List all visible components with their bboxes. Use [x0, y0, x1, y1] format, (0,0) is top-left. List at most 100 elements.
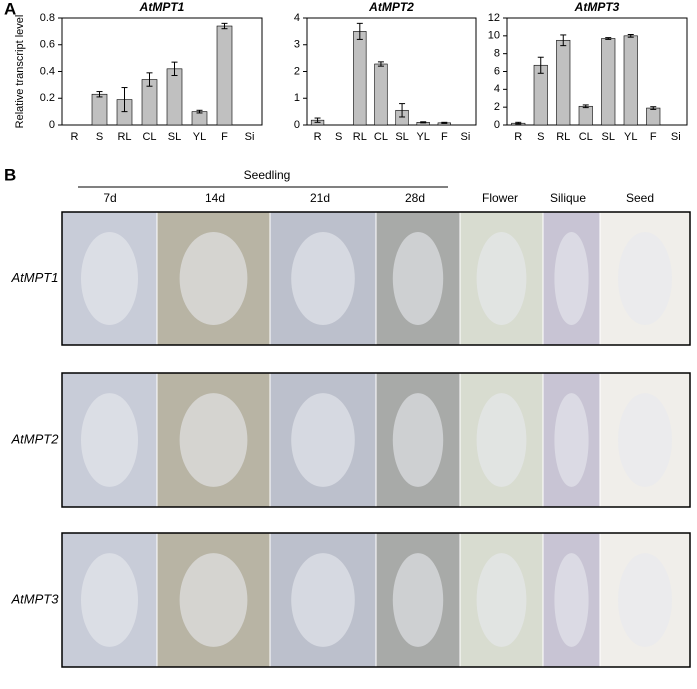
column-label: Silique: [550, 191, 586, 205]
y-tick-label: 0.8: [40, 12, 55, 24]
specimen: [179, 231, 248, 326]
x-tick-label: SL: [395, 131, 408, 143]
column-label: 14d: [205, 191, 225, 205]
x-tick-label: CL: [579, 131, 593, 143]
error-bar: [121, 87, 128, 113]
specimen: [618, 231, 672, 326]
error-bar: [420, 121, 427, 124]
photo-frame: [61, 532, 691, 668]
y-tick-label: 2: [294, 65, 300, 77]
bar: [601, 38, 616, 126]
y-tick-label: 0.6: [40, 39, 55, 51]
x-tick-label: R: [314, 131, 322, 143]
chart-title: AtMPT3: [574, 0, 620, 14]
x-tick-label: R: [71, 131, 79, 143]
panel-label: B: [4, 165, 16, 184]
specimen: [554, 231, 589, 326]
error-bar: [356, 22, 363, 40]
y-tick-label: 0: [49, 119, 55, 131]
y-tick-label: 10: [488, 30, 500, 42]
specimen: [81, 231, 138, 326]
row-label: AtMPT1: [11, 270, 59, 285]
plot-frame: [506, 17, 688, 126]
bar: [353, 31, 367, 126]
specimen: [476, 231, 527, 326]
y-tick-label: 8: [494, 48, 500, 60]
bar: [166, 68, 183, 126]
y-tick-label: 2: [494, 101, 500, 113]
bar: [374, 63, 388, 126]
photo-frame: [61, 372, 691, 508]
x-tick-label: YL: [624, 131, 637, 143]
column-label: Seed: [626, 191, 654, 205]
y-tick-label: 0.4: [40, 65, 55, 77]
chart-title: AtMPT1: [139, 0, 185, 14]
x-tick-label: YL: [193, 131, 206, 143]
x-tick-label: RL: [353, 131, 367, 143]
x-tick-label: Si: [671, 131, 681, 143]
specimen: [291, 393, 355, 487]
column-label: Flower: [482, 191, 518, 205]
y-tick-label: 6: [494, 65, 500, 77]
error-bar: [515, 121, 522, 125]
group-label: Seedling: [244, 168, 291, 182]
specimen: [392, 553, 444, 647]
specimen: [291, 231, 355, 326]
bar: [191, 111, 208, 126]
x-tick-label: S: [335, 131, 342, 143]
bar: [646, 107, 661, 126]
error-bar: [627, 33, 634, 38]
x-tick-label: RL: [117, 131, 131, 143]
column-label: 21d: [310, 191, 330, 205]
x-tick-label: CL: [142, 131, 156, 143]
error-bar: [314, 117, 321, 123]
y-tick-label: 0: [294, 119, 300, 131]
specimen: [618, 393, 672, 487]
x-tick-label: Si: [461, 131, 471, 143]
x-tick-label: YL: [416, 131, 429, 143]
specimen: [179, 393, 248, 487]
x-tick-label: F: [650, 131, 657, 143]
specimen: [291, 553, 355, 647]
specimen: [554, 553, 589, 647]
x-tick-label: RL: [556, 131, 570, 143]
plot-frame: [61, 17, 263, 126]
bar: [578, 105, 593, 126]
error-bar: [582, 104, 589, 109]
error-bar: [560, 34, 567, 47]
plot-frame: [306, 17, 477, 126]
column-label: 7d: [103, 191, 116, 205]
bar: [556, 39, 571, 126]
bar: [623, 35, 638, 126]
error-bar: [377, 61, 384, 67]
x-tick-label: SL: [168, 131, 181, 143]
y-tick-label: 3: [294, 39, 300, 51]
x-tick-label: Si: [245, 131, 255, 143]
specimen: [392, 393, 444, 487]
y-tick-label: 0.2: [40, 92, 55, 104]
y-tick-label: 4: [494, 83, 500, 95]
error-bar: [96, 91, 103, 98]
x-tick-label: R: [514, 131, 522, 143]
photo-frame: [61, 211, 691, 346]
panel-label: A: [4, 0, 16, 18]
specimen: [392, 231, 444, 326]
specimen: [179, 553, 248, 647]
y-tick-label: 1: [294, 92, 300, 104]
y-tick-label: 0: [494, 119, 500, 131]
column-label: 28d: [405, 191, 425, 205]
error-bar: [537, 56, 544, 74]
x-tick-label: F: [441, 131, 448, 143]
error-bar: [441, 121, 448, 124]
error-bar: [196, 109, 203, 114]
x-tick-label: F: [221, 131, 228, 143]
chart-title: AtMPT2: [368, 0, 414, 14]
x-tick-label: S: [537, 131, 544, 143]
error-bar: [171, 61, 178, 77]
specimen: [81, 393, 138, 487]
error-bar: [221, 22, 228, 30]
bar: [533, 64, 548, 126]
error-bar: [605, 37, 612, 40]
row-label: AtMPT3: [11, 591, 60, 606]
